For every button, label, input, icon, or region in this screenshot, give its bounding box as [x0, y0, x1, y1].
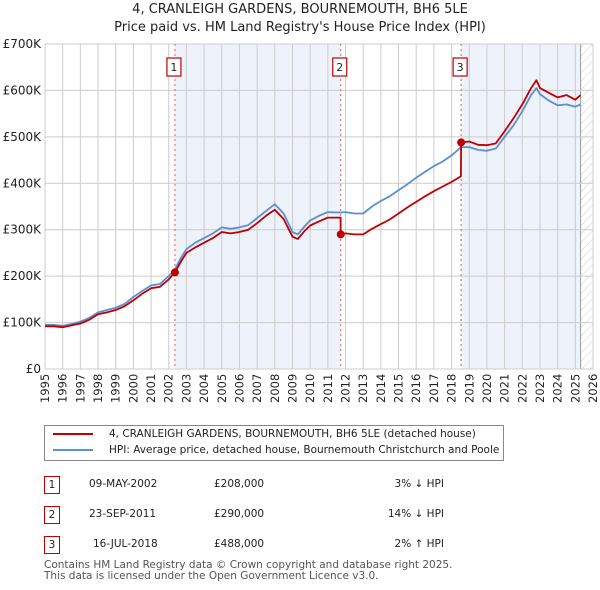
x-tick-label: 2025 [568, 374, 582, 403]
footer-attribution: Contains HM Land Registry data © Crown c… [44, 560, 452, 582]
x-tick-label: 1996 [56, 374, 70, 403]
hpi-series-line [45, 87, 581, 327]
x-tick-label: 2017 [427, 374, 441, 403]
x-tick-label: 1995 [38, 374, 52, 403]
legend-swatch-property [53, 433, 93, 435]
sale-marker-label: 1 [170, 61, 177, 74]
x-tick-label: 2000 [126, 374, 140, 403]
sale-price: £488,000 [214, 538, 265, 550]
sale-date: 16-JUL-2018 [93, 538, 158, 550]
x-tick-label: 2001 [144, 374, 158, 403]
x-tick-label: 2015 [392, 374, 406, 403]
sale-row: 2 23-SEP-2011 £290,000 14% ↓ HPI [44, 506, 444, 526]
shaded-period [461, 44, 581, 369]
y-tick-label: £0 [26, 362, 41, 376]
legend-label-hpi: HPI: Average price, detached house, Bour… [109, 444, 500, 456]
legend-label-property: 4, CRANLEIGH GARDENS, BOURNEMOUTH, BH6 5… [109, 428, 476, 440]
x-tick-label: 2003 [179, 374, 193, 403]
x-tick-label: 2021 [498, 374, 512, 403]
chart-legend: 4, CRANLEIGH GARDENS, BOURNEMOUTH, BH6 5… [44, 425, 504, 461]
x-tick-label: 2006 [232, 374, 246, 403]
y-tick-label: £300K [3, 223, 43, 237]
sale-point [336, 230, 345, 239]
x-tick-label: 1999 [109, 374, 123, 403]
x-tick-label: 2024 [551, 374, 565, 403]
x-tick-label: 2004 [197, 374, 211, 403]
x-tick-label: 1998 [91, 374, 105, 403]
legend-swatch-hpi [53, 449, 93, 451]
sale-row: 1 09-MAY-2002 £208,000 3% ↓ HPI [44, 476, 444, 496]
sale-number-badge: 3 [44, 536, 60, 554]
legend-item-hpi: HPI: Average price, detached house, Bour… [53, 444, 499, 460]
sale-marker-label-box [452, 57, 468, 77]
x-tick-label: 2016 [409, 374, 423, 403]
sale-number-badge: 1 [44, 476, 60, 494]
x-tick-label: 2019 [462, 374, 476, 403]
y-tick-label: £700K [3, 37, 43, 51]
x-tick-label: 2008 [268, 374, 282, 403]
x-tick-label: 2018 [445, 374, 459, 403]
x-tick-label: 2011 [321, 374, 335, 403]
x-tick-label: 1997 [73, 374, 87, 403]
footer-copyright: Contains HM Land Registry data © Crown c… [44, 559, 453, 571]
x-tick-label: 2005 [215, 374, 229, 403]
sale-hpi-diff: 3% ↓ HPI [394, 478, 444, 490]
sale-price: £208,000 [214, 478, 265, 490]
sale-marker-label: 3 [457, 61, 464, 74]
sale-price: £290,000 [214, 508, 265, 520]
sale-point [170, 268, 179, 277]
x-tick-label: 2009 [285, 374, 299, 403]
sale-hpi-diff: 2% ↑ HPI [394, 538, 444, 550]
y-tick-label: £200K [3, 269, 43, 283]
x-tick-label: 2013 [356, 374, 370, 403]
sale-point [457, 138, 466, 147]
x-tick-label: 2002 [162, 374, 176, 403]
sale-marker-label-box [166, 57, 182, 77]
shaded-period [174, 44, 341, 369]
y-tick-label: £600K [3, 83, 43, 97]
property-series-line [45, 79, 582, 329]
footer-licence: This data is licensed under the Open Gov… [44, 570, 379, 582]
y-tick-label: £100K [3, 316, 43, 330]
price-chart: 1995 1996 1997 1998 1999 2000 2001 2002 2003 2004… [3, 37, 600, 403]
x-tick-label: 2010 [303, 374, 317, 403]
chart-subtitle: Price paid vs. HM Land Registry's House … [114, 20, 486, 35]
sale-marker-label: 2 [336, 61, 343, 74]
y-tick-label: £500K [3, 130, 43, 144]
y-tick-label: £400K [3, 176, 43, 190]
x-tick-label: 2014 [374, 374, 388, 403]
sale-row: 3 16-JUL-2018 £488,000 2% ↑ HPI [44, 536, 444, 556]
x-tick-label: 2026 [586, 374, 600, 403]
x-tick-label: 2022 [515, 374, 529, 403]
sale-marker-label-box [332, 57, 348, 77]
x-tick-label: 2007 [250, 374, 264, 403]
x-tick-label: 2020 [480, 374, 494, 403]
sale-date: 09-MAY-2002 [89, 478, 158, 490]
future-hatch-region [580, 44, 593, 369]
x-tick-label: 2012 [339, 374, 353, 403]
sale-hpi-diff: 14% ↓ HPI [387, 508, 444, 520]
x-tick-label: 2023 [533, 374, 547, 403]
legend-item-property: 4, CRANLEIGH GARDENS, BOURNEMOUTH, BH6 5… [53, 428, 476, 444]
sale-date: 23-SEP-2011 [89, 508, 157, 520]
sale-number-badge: 2 [44, 506, 60, 524]
chart-title: 4, CRANLEIGH GARDENS, BOURNEMOUTH, BH6 5… [132, 2, 468, 17]
